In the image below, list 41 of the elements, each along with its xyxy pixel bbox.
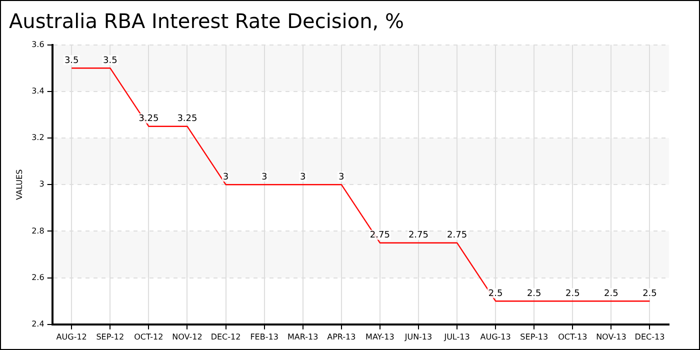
data-label: 3 (300, 172, 306, 182)
data-label: 2.5 (526, 288, 542, 299)
x-tick-label: NOV-12 (172, 332, 202, 342)
y-tick-label: 2.4 (32, 319, 44, 328)
data-label: 2.5 (488, 288, 503, 299)
data-label: 3 (338, 172, 344, 182)
x-tick-label: DEC-12 (210, 332, 241, 342)
x-tick-label: AUG-12 (56, 332, 87, 342)
data-label: 2.5 (642, 288, 657, 299)
data-label: 2.75 (446, 230, 468, 241)
x-tick-label: MAY-13 (366, 332, 394, 342)
data-label: 3.25 (138, 114, 159, 124)
y-tick-label: 3.4 (32, 86, 44, 96)
data-label: 3.25 (177, 114, 198, 124)
data-label: 2.75 (370, 230, 390, 241)
y-tick-label: 3 (39, 180, 44, 189)
x-tick-label: MAR-13 (288, 332, 318, 342)
data-label: 3 (222, 172, 229, 182)
x-tick-label: OCT-13 (558, 332, 588, 342)
data-label: 3.5 (102, 56, 118, 66)
data-label: 2.5 (565, 288, 580, 299)
x-tick-label: SEP-13 (520, 332, 548, 342)
y-tick-label: 2.8 (32, 226, 44, 236)
x-tick-label: DEC-13 (634, 332, 665, 342)
x-tick-label: FEB-13 (250, 332, 278, 342)
x-tick-label: SEP-12 (96, 332, 124, 342)
y-tick-label: 2.6 (32, 272, 44, 282)
data-label: 2.5 (604, 288, 618, 299)
data-label: 2.75 (408, 230, 428, 241)
y-tick-label: 3.6 (32, 40, 44, 49)
data-label: 3.5 (64, 56, 79, 66)
x-tick-label: APR-13 (327, 332, 356, 342)
x-tick-label: AUG-13 (480, 332, 511, 342)
y-tick-label: 3.2 (32, 133, 44, 142)
y-axis-title: VALUES (14, 169, 24, 200)
x-tick-label: NOV-13 (596, 332, 626, 342)
x-tick-label: JUN-13 (404, 332, 432, 342)
data-label: 3 (261, 172, 268, 182)
x-tick-label: JUL-13 (443, 332, 470, 342)
chart-title: Australia RBA Interest Rate Decision, % (9, 9, 404, 33)
x-tick-label: OCT-12 (134, 332, 164, 342)
